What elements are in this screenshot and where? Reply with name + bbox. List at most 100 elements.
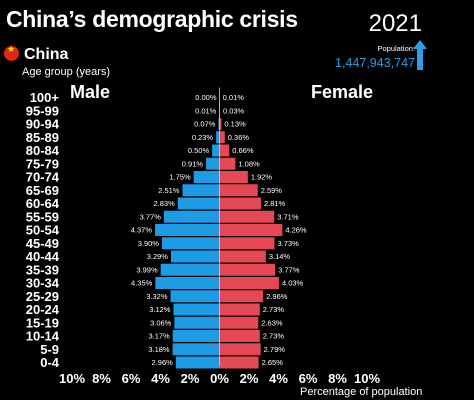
age-group-tick-label: 35-39	[26, 262, 59, 277]
china-flag-icon: ★	[4, 44, 19, 61]
male-value-label: 3.12%	[149, 305, 171, 314]
x-tick-label: 4%	[151, 371, 170, 386]
female-bar	[219, 316, 259, 329]
age-group-tick-label: 80-84	[26, 143, 60, 158]
male-bar	[218, 118, 220, 130]
female-bar	[219, 197, 261, 210]
male-value-label: 3.32%	[146, 292, 168, 301]
male-bar	[212, 144, 220, 157]
population-value: 1,447,943,747	[335, 56, 415, 70]
male-value-label: 4.35%	[131, 279, 153, 288]
age-group-tick-label: 50-54	[26, 223, 60, 238]
male-bar	[206, 157, 220, 170]
female-bar	[219, 118, 222, 130]
male-bar	[163, 210, 220, 223]
male-bar	[160, 263, 220, 276]
female-bar	[219, 250, 266, 263]
female-value-label: 2.79%	[264, 345, 286, 354]
x-tick-label: 8%	[328, 371, 347, 386]
female-value-label: 0.66%	[232, 146, 254, 155]
year-label: 2021	[368, 10, 422, 37]
y-axis-label: Age group (years)	[22, 66, 111, 78]
female-bar	[219, 277, 279, 289]
male-value-label: 1.75%	[169, 173, 191, 182]
chart-title: China’s demographic crisis	[6, 6, 298, 32]
female-value-label: 4.26%	[285, 226, 307, 235]
male-value-label: 0.91%	[182, 159, 204, 168]
female-value-label: 2.96%	[266, 292, 288, 301]
female-bar	[219, 263, 276, 276]
increase-arrow-icon	[413, 40, 427, 70]
age-group-tick-label: 100+	[30, 90, 60, 105]
x-axis-label: Percentage of population	[300, 386, 423, 398]
male-value-label: 2.83%	[153, 199, 175, 208]
x-tick-label: 10%	[59, 371, 85, 386]
age-group-tick-label: 65-69	[26, 183, 59, 198]
female-bar	[219, 290, 264, 303]
age-group-tick-label: 15-19	[26, 315, 59, 330]
male-value-label: 4.37%	[131, 226, 153, 235]
female-value-label: 1.08%	[238, 159, 260, 168]
female-bar	[219, 343, 261, 356]
female-value-label: 0.03%	[223, 106, 245, 115]
male-value-label: 0.01%	[195, 106, 217, 115]
female-value-label: 2.73%	[263, 332, 285, 341]
age-group-tick-label: 10-14	[26, 329, 60, 344]
female-bar	[219, 356, 259, 369]
age-group-tick-label: 0-4	[40, 355, 60, 370]
age-group-tick-label: 20-24	[26, 302, 60, 317]
female-bar	[219, 157, 236, 170]
age-group-tick-label: 30-34	[26, 276, 60, 291]
male-value-label: 2.51%	[158, 186, 180, 195]
female-bar	[219, 144, 230, 157]
x-tick-label: 2%	[240, 371, 259, 386]
female-bar	[219, 303, 260, 316]
female-value-label: 3.71%	[277, 212, 299, 221]
x-tick-label: 6%	[122, 371, 141, 386]
country-label: China	[24, 46, 69, 63]
female-bar	[219, 210, 275, 223]
age-group-tick-label: 95-99	[26, 103, 59, 118]
male-value-label: 3.99%	[136, 265, 158, 274]
x-tick-label: 10%	[354, 371, 380, 386]
male-value-label: 0.00%	[195, 93, 217, 102]
female-value-label: 1.92%	[251, 173, 273, 182]
male-bar	[177, 197, 220, 210]
female-bar	[219, 131, 225, 144]
age-group-tick-label: 55-59	[26, 209, 59, 224]
female-bar	[219, 237, 275, 250]
male-bar	[170, 250, 220, 263]
female-bar	[219, 330, 260, 342]
male-value-label: 3.17%	[148, 332, 170, 341]
age-group-tick-label: 70-74	[26, 170, 60, 185]
female-bar	[219, 171, 248, 183]
age-group-tick-label: 60-64	[26, 196, 60, 211]
female-value-label: 2.81%	[264, 199, 286, 208]
male-value-label: 3.77%	[140, 212, 162, 221]
female-value-label: 2.65%	[262, 358, 284, 367]
age-group-tick-label: 90-94	[26, 117, 60, 132]
x-tick-label: 6%	[299, 371, 318, 386]
male-bar	[161, 237, 220, 250]
female-value-label: 3.73%	[278, 239, 300, 248]
male-bar	[173, 303, 220, 316]
age-group-tick-label: 45-49	[26, 236, 59, 251]
male-bar	[170, 290, 220, 303]
male-bar	[155, 277, 220, 289]
female-value-label: 2.59%	[261, 186, 283, 195]
male-value-label: 2.96%	[152, 358, 174, 367]
male-value-label: 3.90%	[138, 239, 160, 248]
male-bar	[155, 224, 220, 236]
female-value-label: 4.03%	[282, 279, 304, 288]
male-series-label: Male	[70, 82, 111, 102]
female-value-label: 0.13%	[224, 120, 246, 129]
male-value-label: 3.18%	[148, 345, 170, 354]
population-label: Population:	[377, 44, 415, 53]
female-value-label: 3.14%	[269, 252, 291, 261]
female-bar	[219, 224, 283, 236]
age-group-tick-label: 5-9	[40, 342, 59, 357]
female-series-label: Female	[311, 82, 374, 102]
female-value-label: 2.63%	[261, 318, 283, 327]
male-bar	[174, 316, 220, 329]
male-value-label: 0.23%	[192, 133, 214, 142]
